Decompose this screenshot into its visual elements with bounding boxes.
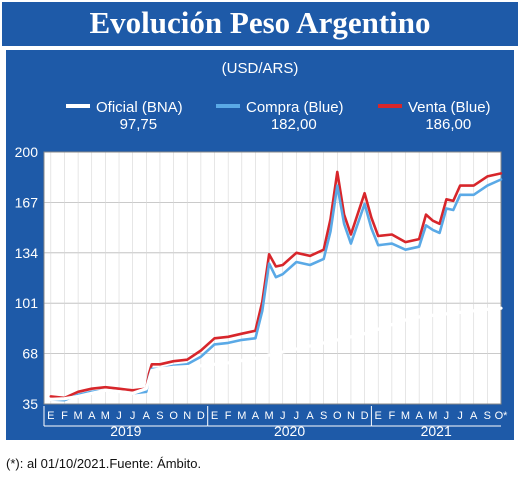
series-line-oficial	[49, 306, 503, 401]
x-tick-label: A	[415, 410, 423, 422]
year-label: 2021	[421, 423, 452, 439]
x-tick-label: O*	[495, 410, 509, 422]
x-tick-label: A	[252, 410, 260, 422]
year-label: 2020	[274, 423, 305, 439]
x-tick-label: O	[333, 410, 342, 422]
legend-value-oficial: 97,75	[119, 116, 158, 133]
y-tick-label: 200	[15, 144, 39, 160]
x-tick-label: J	[280, 410, 286, 422]
x-tick-label: F	[61, 410, 68, 422]
x-tick-label: N	[183, 410, 191, 422]
legend-label-venta: Venta (Blue)	[408, 99, 491, 116]
y-tick-label: 68	[22, 346, 38, 362]
legend-label-compra: Compra (Blue)	[246, 99, 344, 116]
x-tick-label: M	[428, 410, 437, 422]
chart-frame: Evolución Peso Argentino (USD/ARS) Ofici…	[2, 2, 518, 440]
x-tick-label: M	[237, 410, 246, 422]
x-tick-label: D	[197, 410, 205, 422]
x-tick-label: M	[401, 410, 410, 422]
legend-swatch-venta	[378, 104, 402, 109]
x-tick-label: F	[388, 410, 395, 422]
y-tick-label: 101	[15, 295, 39, 311]
chart-title: Evolución Peso Argentino	[89, 5, 431, 40]
x-tick-label: O	[169, 410, 178, 422]
unit-label: (USD/ARS)	[221, 60, 299, 77]
legend-swatch-oficial	[66, 104, 90, 109]
x-tick-label: E	[211, 410, 218, 422]
legend-compra: Compra (Blue) 182,00	[216, 99, 344, 133]
y-tick-label: 167	[15, 194, 39, 210]
x-tick-label: M	[101, 410, 110, 422]
x-tick-label: A	[88, 410, 96, 422]
x-tick-label: M	[265, 410, 274, 422]
plot-area	[44, 152, 501, 404]
x-tick-label: S	[484, 410, 491, 422]
x-tick-label: S	[320, 410, 327, 422]
x-tick-label: F	[225, 410, 232, 422]
header-band	[2, 2, 518, 46]
y-tick-label: 35	[22, 396, 38, 412]
x-tick-label: N	[347, 410, 355, 422]
x-tick-label: J	[294, 410, 300, 422]
x-tick-label: J	[457, 410, 463, 422]
x-tick-label: J	[130, 410, 136, 422]
x-tick-label: D	[361, 410, 369, 422]
legend-swatch-compra	[216, 104, 240, 109]
legend-value-venta: 186,00	[425, 116, 472, 133]
y-tick-label: 134	[15, 245, 39, 261]
footnote: (*): al 01/10/2021.Fuente: Ámbito.	[6, 456, 202, 471]
legend-oficial: Oficial (BNA) 97,75	[66, 99, 183, 133]
x-tick-label: J	[116, 410, 122, 422]
year-label: 2019	[110, 423, 141, 439]
x-tick-label: S	[156, 410, 163, 422]
legend-label-oficial: Oficial (BNA)	[96, 99, 183, 116]
x-tick-label: J	[444, 410, 450, 422]
x-tick-label: E	[375, 410, 382, 422]
x-tick-label: E	[47, 410, 54, 422]
x-tick-label: A	[306, 410, 314, 422]
x-tick-label: A	[143, 410, 151, 422]
x-tick-label: M	[74, 410, 83, 422]
x-tick-label: A	[470, 410, 478, 422]
plot-border	[43, 151, 502, 405]
legend-venta: Venta (Blue) 186,00	[378, 99, 491, 133]
legend-value-compra: 182,00	[270, 116, 317, 133]
